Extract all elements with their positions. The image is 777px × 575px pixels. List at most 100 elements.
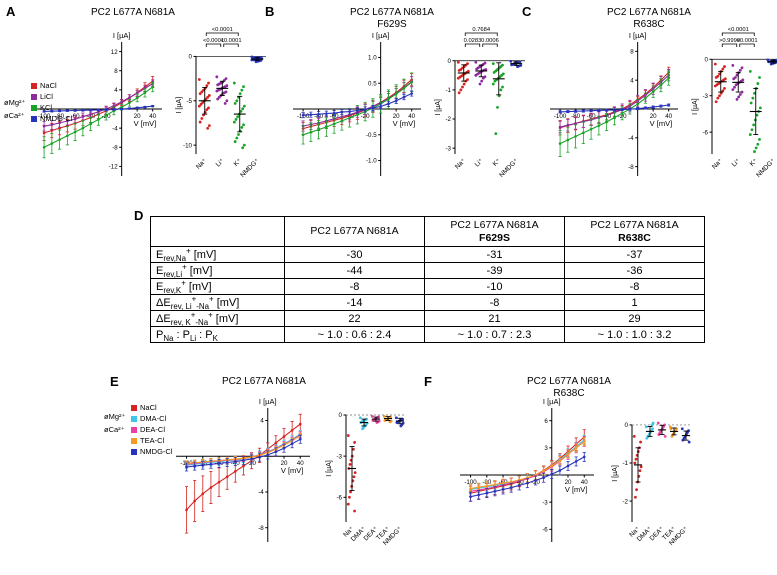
axes: 0 -3 -6 I [µA]	[692, 56, 777, 154]
panel-e-legend: NaCl DMA-Cl DEA-Cl TEA-Cl NMDG-Cl	[131, 402, 173, 457]
legend-item-dmacl: DMA-Cl	[131, 413, 173, 424]
legend-label-nmdgcl: NMDG-Cl	[40, 114, 73, 123]
svg-text:20: 20	[134, 113, 141, 120]
legend-label-nacl: NaCl	[140, 403, 157, 412]
nmdgcl-marker-icon	[131, 448, 137, 455]
no-ca-label: øCa²⁺	[4, 111, 25, 120]
legend-item-kcl: KCl	[31, 102, 73, 113]
nmdgcl-marker-icon	[31, 115, 37, 122]
table-cell: -39	[424, 262, 565, 279]
svg-text:-10: -10	[183, 142, 193, 149]
category-TEA⁺: TEA⁺	[375, 414, 393, 542]
panel-b-title: PC2 L677A N681A F629S	[287, 7, 497, 30]
p-value-label: <0.0001	[728, 27, 749, 33]
x-axis-label: V [mV]	[281, 466, 304, 475]
table-row-label: Erev,K+ [mV]	[150, 278, 285, 295]
svg-text:-1: -1	[622, 460, 628, 467]
y-axis-label: I [µA]	[692, 98, 699, 115]
panel-f-title-line2: R638C	[553, 387, 585, 399]
svg-text:6: 6	[544, 418, 548, 425]
scatter-plot: 0-5-10I [µA]Na⁺ Li⁺ K⁺NMDG⁺<0.0001<0.0001<…	[176, 27, 266, 179]
panel-e-label: E	[110, 374, 119, 389]
axes: -100-80-60-40-2020401.00.5-0.5-1.0I [µA]…	[293, 31, 421, 176]
svg-text:-80: -80	[55, 113, 65, 120]
svg-text:-4: -4	[258, 489, 264, 496]
no-ca-label: øCa²⁺	[104, 425, 125, 434]
p-value-label: <0.0001	[736, 38, 757, 44]
nacl-marker-icon	[31, 82, 37, 89]
y-axis-label: I [µA]	[372, 31, 390, 40]
svg-text:0: 0	[625, 422, 629, 429]
panel-b: B PC2 L677A N681A F629S -100-80-60-40-20…	[263, 4, 525, 210]
p-value-label: <0.0001	[212, 27, 233, 33]
panel-b-title-line2: F629S	[377, 18, 407, 30]
svg-text:4: 4	[114, 87, 118, 94]
svg-text:0: 0	[189, 54, 193, 61]
category-label: Na⁺	[454, 157, 468, 171]
category-Na⁺: Na⁺	[195, 78, 211, 171]
legend-label-nmdgcl: NMDG-Cl	[140, 447, 173, 456]
svg-text:-1.0: -1.0	[366, 158, 377, 165]
svg-text:40: 40	[408, 113, 415, 120]
p-value-label: 0.7684	[472, 27, 491, 33]
panel-b-title-line1: PC2 L677A N681A	[350, 7, 434, 18]
svg-text:4: 4	[260, 418, 264, 425]
x-axis-label: V [mV]	[393, 119, 416, 128]
y-axis-label: I [µA]	[629, 31, 647, 40]
table-row: Erev,K+ [mV] -8 -10 -8	[150, 278, 705, 295]
svg-text:-8: -8	[258, 525, 264, 532]
y-axis-label: I [µA]	[612, 465, 619, 482]
svg-text:-100: -100	[554, 113, 567, 120]
licl-marker-icon	[31, 93, 37, 100]
no-mg-label: øMg²⁺	[4, 98, 26, 107]
scatter-plot: 0-3-6I [µA]Na⁺ Li⁺ K⁺NMDG⁺<0.0001>0.9999<0…	[692, 27, 777, 179]
panel-e-ion-free-labels: øMg²⁺ øCa²⁺	[104, 410, 125, 436]
table-cell: ~ 1.0 : 0.6 : 2.4	[284, 326, 425, 343]
category-label: NMDG⁺	[498, 157, 520, 179]
axes: 0 -5 -10 I [µA]	[176, 54, 266, 154]
table-cell: -8	[284, 278, 425, 295]
category-label: NMDG⁺	[239, 157, 261, 179]
category-K⁺: K⁺	[233, 81, 246, 168]
table-row-label: ΔErev, K+-Na+ [mV]	[150, 310, 285, 327]
legend-label-teacl: TEA-Cl	[140, 436, 165, 445]
category-Na⁺: Na⁺	[628, 434, 643, 539]
svg-text:-2: -2	[622, 498, 628, 505]
table-cell: -44	[284, 262, 425, 279]
category-Na⁺: Na⁺	[711, 62, 727, 171]
p-value-label: >0.9999	[719, 38, 740, 44]
panel-f-title: PC2 L677A N681A R638C	[464, 376, 674, 399]
panel-c-title-line1: PC2 L677A N681A	[607, 7, 691, 18]
svg-text:20: 20	[650, 113, 657, 120]
category-label: Li⁺	[215, 157, 226, 168]
panel-c-title-line2: R638C	[633, 18, 665, 30]
table-cell: ~ 1.0 : 1.0 : 3.2	[564, 326, 705, 343]
x-axis-label: V [mV]	[650, 119, 673, 128]
kcl-marker-icon	[31, 104, 37, 111]
svg-text:12: 12	[111, 49, 118, 56]
legend-item-nmdgcl: NMDG-Cl	[131, 446, 173, 457]
category-Li⁺: Li⁺	[474, 60, 488, 168]
legend-item-teacl: TEA-Cl	[131, 435, 173, 446]
table-cell: 29	[564, 310, 705, 327]
svg-text:20: 20	[281, 460, 288, 467]
legend-label-kcl: KCl	[40, 103, 53, 112]
table-row: PNa : PLi : PK ~ 1.0 : 0.6 : 2.4 ~ 1.0 : 0…	[150, 326, 705, 343]
category-label: NMDG⁺	[755, 157, 777, 179]
svg-text:-80: -80	[571, 113, 581, 120]
svg-text:-6: -6	[542, 527, 548, 534]
nacl-marker-icon	[131, 404, 137, 411]
category-label: K⁺	[749, 157, 760, 168]
table-column-header: PC2 L677A N681A R638C	[564, 216, 705, 247]
category-label: Li⁺	[731, 157, 742, 168]
table-cell: -8	[564, 278, 705, 295]
series-KCl	[558, 70, 671, 157]
panel-a-scatter-chart: 0 -5 -10 I [µA] Na⁺ Li⁺ K⁺ NMDG⁺ <0.0001 <0.0001 <…	[170, 22, 270, 198]
panel-f-title-line1: PC2 L677A N681A	[527, 376, 611, 387]
axes: 0 -1 -2 I [µA]	[612, 422, 692, 522]
